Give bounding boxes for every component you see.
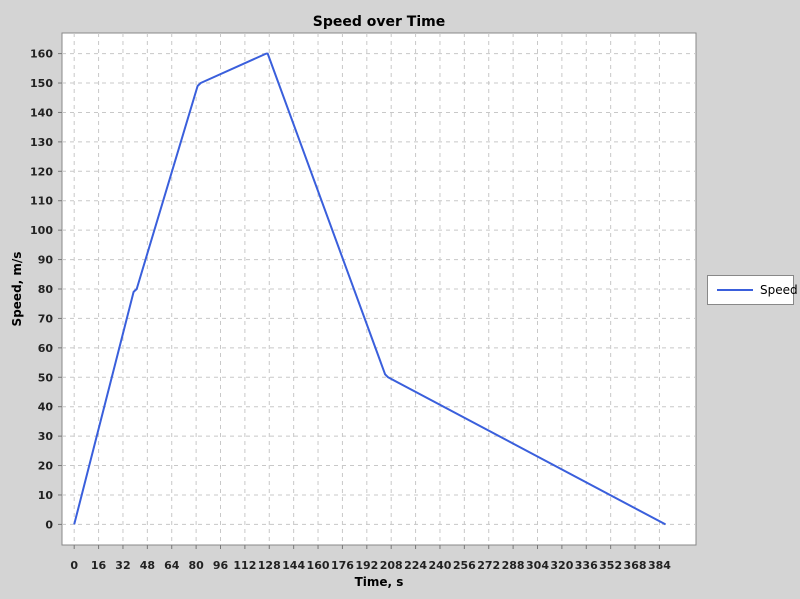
y-tick-label: 150	[30, 77, 53, 90]
x-tick-label: 128	[258, 559, 281, 572]
chart-title: Speed over Time	[313, 14, 445, 30]
x-tick-label: 112	[233, 559, 256, 572]
x-tick-label: 32	[115, 559, 130, 572]
x-tick-label: 304	[526, 559, 549, 572]
y-tick-label: 110	[30, 195, 53, 208]
x-tick-label: 352	[599, 559, 622, 572]
x-tick-label: 256	[453, 559, 476, 572]
y-tick-label: 120	[30, 165, 53, 178]
x-tick-label: 336	[575, 559, 598, 572]
series-layer	[73, 52, 666, 526]
x-tick-label: 0	[70, 559, 78, 572]
y-tick-label: 130	[30, 136, 53, 149]
y-tick-label: 30	[38, 430, 54, 443]
x-tick-label: 160	[307, 559, 330, 572]
y-tick-label: 10	[38, 489, 54, 502]
y-tick-label: 80	[38, 283, 54, 296]
x-tick-label: 48	[140, 559, 155, 572]
legend-label-speed: Speed	[760, 283, 798, 297]
x-tick-label: 176	[331, 559, 354, 572]
y-tick-label: 60	[38, 342, 54, 355]
x-tick-label: 208	[380, 559, 403, 572]
x-tick-label: 144	[282, 559, 305, 572]
x-tick-label: 320	[550, 559, 573, 572]
x-tick-label: 240	[428, 559, 451, 572]
x-tick-label: 288	[502, 559, 525, 572]
y-tick-label: 70	[38, 312, 54, 325]
legend-swatch-speed	[717, 289, 753, 291]
x-tick-label: 224	[404, 559, 427, 572]
x-tick-label: 80	[188, 559, 204, 572]
x-axis-label: Time, s	[355, 575, 404, 589]
y-tick-label: 20	[38, 460, 54, 473]
x-tick-label: 192	[355, 559, 378, 572]
y-tick-label: 100	[30, 224, 53, 237]
legend: Speed	[707, 275, 798, 305]
x-tick-label: 368	[624, 559, 647, 572]
series-line-speed	[73, 52, 666, 526]
y-axis-label: Speed, m/s	[10, 252, 24, 327]
y-tick-label: 90	[38, 254, 54, 267]
y-axis-ticks: 0 10 20 30 40 50 60 70 80 90 100 110 120 130 140 150 160	[30, 48, 62, 531]
y-tick-label: 140	[30, 106, 53, 119]
y-tick-label: 0	[45, 518, 53, 531]
y-tick-label: 40	[38, 401, 54, 414]
x-axis-ticks: 0 16 32 48 64 80 96 112 128 144 160 176 192 208 224 240…	[70, 545, 671, 572]
x-tick-label: 96	[213, 559, 229, 572]
x-tick-label: 64	[164, 559, 180, 572]
y-tick-label: 50	[38, 371, 54, 384]
x-tick-label: 272	[477, 559, 500, 572]
x-tick-label: 384	[648, 559, 671, 572]
y-tick-label: 160	[30, 48, 53, 61]
grid-lines	[62, 33, 696, 545]
x-tick-label: 16	[91, 559, 107, 572]
